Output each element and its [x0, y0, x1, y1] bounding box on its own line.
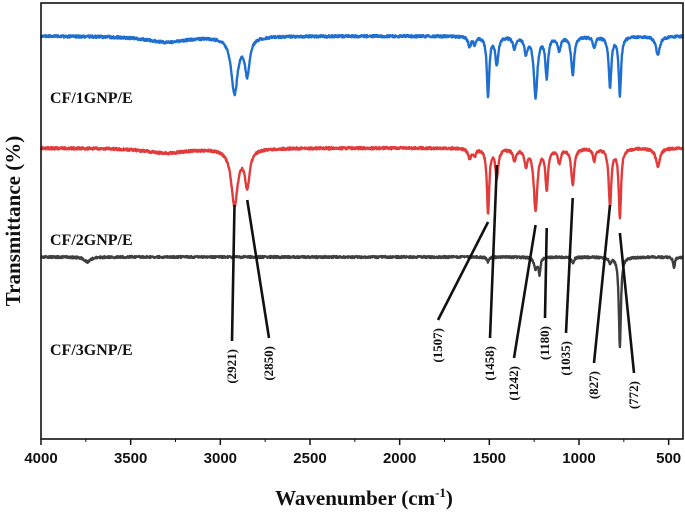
peak-leader-5: [543, 227, 549, 319]
peak-label-0: (2921): [224, 349, 239, 384]
x-tick-label-2000: 2000: [383, 450, 416, 467]
peak-label-7: (827): [586, 371, 601, 399]
plot-frame: [40, 2, 684, 440]
x-tick-label-4000: 4000: [24, 450, 57, 467]
series-label-3: CF/3GNP/E: [50, 342, 133, 359]
series-line-1: [39, 33, 685, 100]
peak-leader-2: [436, 221, 490, 321]
peak-label-8: (772): [626, 381, 641, 409]
annotation-layer: (2921) (2850) (1507) (1458) (1242) (1180) (103…: [224, 164, 641, 409]
x-axis-title: Wavenumber (cm-1): [275, 485, 453, 510]
peak-leader-0: [230, 204, 236, 342]
label-layer: CF/1GNP/E CF/2GNP/E CF/3GNP/E: [50, 90, 133, 359]
peak-leader-8: [618, 232, 636, 374]
peak-label-6: (1035): [558, 341, 573, 376]
peak-leader-4: [512, 224, 537, 359]
peak-label-4: (1242): [506, 366, 521, 401]
x-tick-label-3000: 3000: [204, 450, 237, 467]
x-axis-title-main: Wavenumber (cm: [275, 486, 436, 510]
series-line-3: [40, 254, 684, 349]
y-axis-title: Transmittance (%): [1, 136, 25, 307]
peak-label-5: (1180): [537, 326, 552, 360]
peak-leader-7: [592, 204, 612, 364]
x-tick-label-1500: 1500: [473, 450, 506, 467]
x-axis: 4000 3500 3000 2500 2000 1500 1000 500: [24, 439, 681, 467]
series-layer: [39, 33, 685, 349]
x-tick-label-3500: 3500: [114, 450, 147, 467]
x-tick-label-1000: 1000: [562, 450, 595, 467]
peak-leader-3: [488, 164, 499, 339]
peak-leader-6: [564, 197, 575, 334]
peak-label-3: (1458): [482, 346, 497, 381]
peak-label-2: (1507): [430, 328, 445, 363]
series-label-2: CF/2GNP/E: [50, 232, 133, 249]
peak-leader-1: [245, 199, 271, 339]
series-label-1: CF/1GNP/E: [50, 90, 133, 107]
x-tick-label-500: 500: [656, 450, 681, 467]
series-line-2: [39, 145, 684, 220]
x-axis-title-end: ): [446, 486, 453, 510]
x-tick-label-2500: 2500: [293, 450, 326, 467]
peak-label-1: (2850): [261, 346, 276, 381]
x-axis-title-sup: -1: [435, 485, 446, 500]
